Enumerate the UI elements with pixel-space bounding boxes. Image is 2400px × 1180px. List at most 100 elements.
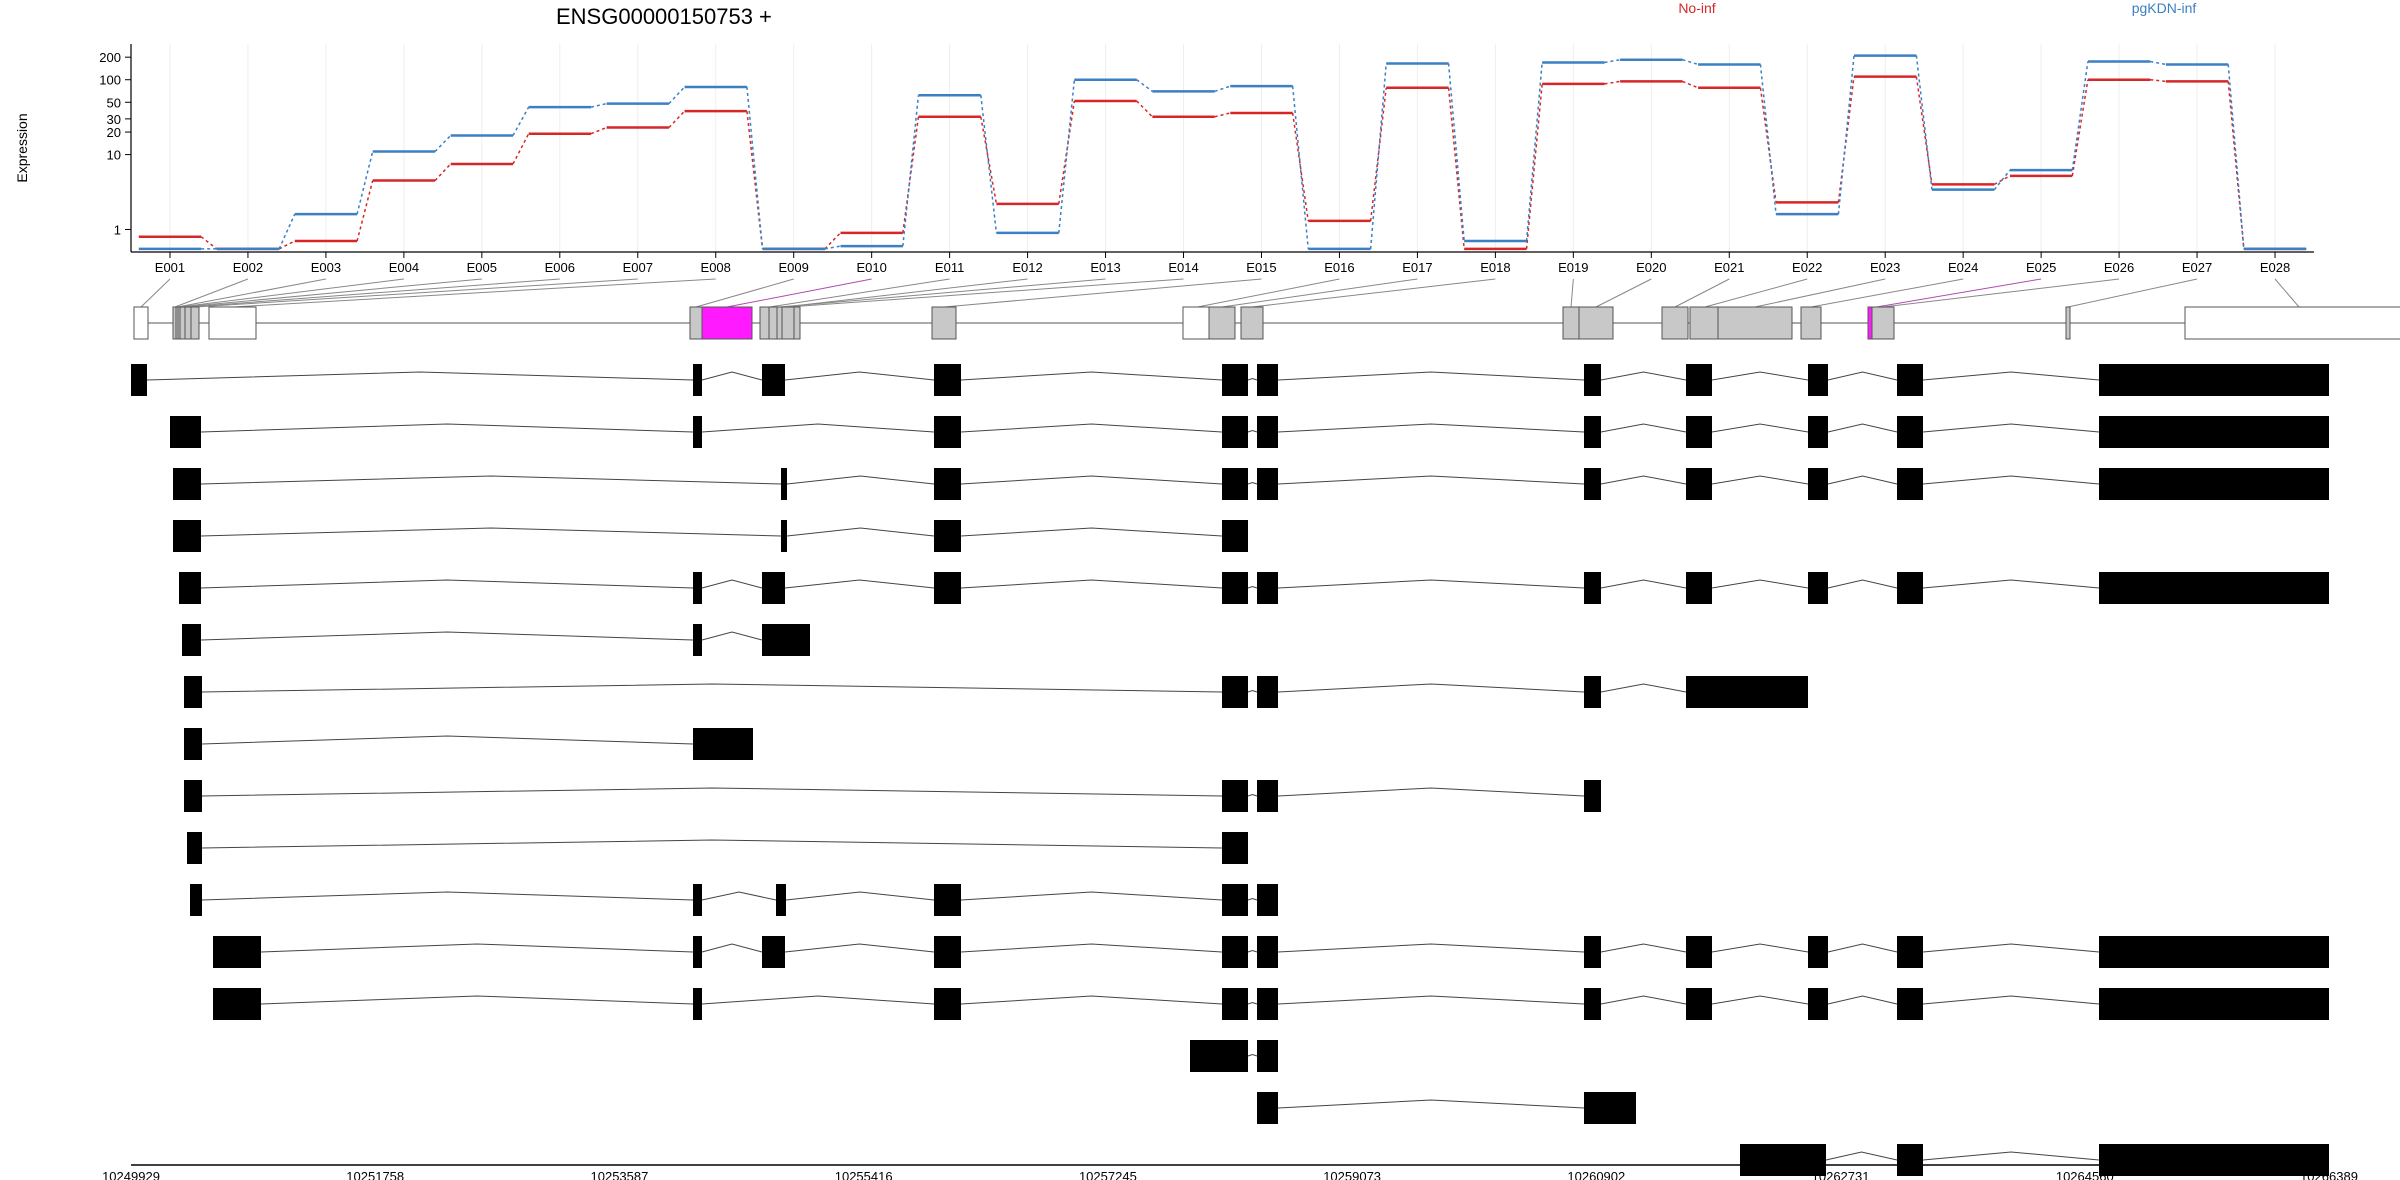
transcript-10 [187,832,1248,864]
transcript-11-intron-3 [960,891,1223,901]
connector-E012 [784,278,1028,308]
transcript-12-exon-7 [1686,936,1712,968]
transcript-9-intron-1 [1247,793,1258,797]
transcript-13 [213,988,2329,1020]
connector-E006 [188,278,560,308]
genomic-tick-label-4: 10257245 [1079,1169,1137,1180]
transcript-16 [1740,1144,2329,1176]
transcript-6-intron-0 [200,631,694,641]
transcript-4-exon-3 [1222,520,1248,552]
transcript-3-exon-8 [1897,468,1923,500]
y-tick-label-100: 100 [99,73,121,88]
transcript-1-intron-5 [1277,371,1585,381]
transcript-3-exon-5 [1584,468,1601,500]
connector-E014 [787,278,1184,308]
transcript-4-intron-1 [786,527,935,537]
exon-label-E011: E011 [935,260,964,275]
series-No-inf [138,75,2307,251]
transcript-3-intron-1 [786,475,935,485]
series-pgKDN-inf-link-24 [2071,61,2089,171]
series-No-inf-link-9 [902,116,920,233]
transcript-13-exon-0 [213,988,261,1020]
series-pgKDN-inf-link-3 [434,134,452,153]
exon-label-E008: E008 [701,260,731,275]
transcript-13-intron-2 [960,995,1223,1005]
transcript-5-exon-1 [693,572,702,604]
exon-label-E025: E025 [2026,260,2056,275]
connector-E022 [1704,278,1808,308]
series-pgKDN-inf-link-13 [1214,85,1231,93]
transcript-13-intron-1 [701,995,935,1005]
exon-label-E006: E006 [545,260,575,275]
series-pgKDN-inf-link-11 [1058,79,1076,233]
connector-E019 [1570,278,1574,308]
transcript-11-intron-2 [785,891,935,901]
series-No-inf-link-4 [512,133,530,165]
exon-connectors [140,278,2300,308]
transcript-2-exon-3 [1222,416,1248,448]
transcript-12-exon-9 [1897,936,1923,968]
transcript-3-exon-4 [1257,468,1278,500]
connector-E027 [2067,278,2198,308]
transcript-5-intron-0 [200,579,694,589]
series-No-inf-link-3 [434,163,452,182]
transcript-2-intron-7 [1827,423,1898,433]
transcript-7-exon-3 [1584,676,1601,708]
connector-E018 [1251,278,1496,308]
gene-model-exon-E027 [2065,306,2071,340]
genomic-tick-label-7: 10262731 [1812,1169,1870,1180]
gene-model [133,306,2400,340]
gene-model-exon-E028 [2184,306,2400,340]
transcript-9-exon-3 [1584,780,1601,812]
transcript-12-exon-6 [1584,936,1601,968]
connector-E002 [174,278,249,308]
transcript-13-intron-6 [1711,995,1809,1005]
transcript-3-exon-2 [934,468,961,500]
transcript-16-exon-0 [1740,1144,1826,1176]
connector-E004 [179,278,404,308]
transcript-3-intron-5 [1600,475,1687,485]
gridlines [169,44,2276,252]
connector-E028 [2274,278,2300,308]
series-No-inf-link-18 [1604,80,1621,85]
transcript-3 [173,468,2329,500]
exon-label-E024: E024 [1948,260,1978,275]
transcript-3-exon-1 [781,468,787,500]
transcript-3-intron-6 [1711,475,1809,485]
series-pgKDN-inf-link-15 [1369,63,1387,249]
transcript-9-exon-1 [1222,780,1248,812]
y-axis-label: Expression [14,113,30,182]
transcript-16-intron-1 [1922,1151,2100,1161]
transcript-12-intron-3 [960,943,1223,953]
transcript-5 [179,572,2329,604]
transcript-12-intron-2 [784,943,935,953]
gene-model-exon-E009 [689,306,703,340]
transcript-16-exon-1 [1897,1144,1923,1176]
genomic-tick-label-5: 10259073 [1323,1169,1381,1180]
transcript-12-exon-10 [2099,936,2329,968]
transcript-15-exon-0 [1257,1092,1278,1124]
transcript-1-intron-3 [960,371,1223,381]
transcript-11-exon-1 [693,884,702,916]
transcript-3-intron-7 [1827,475,1898,485]
transcript-13-intron-8 [1922,995,2100,1005]
series-pgKDN-inf-link-21 [1837,55,1855,215]
transcript-2-exon-2 [934,416,961,448]
series-pgKDN-inf-link-19 [1682,59,1699,66]
exon-label-E004: E004 [389,260,419,275]
transcript-4-exon-0 [173,520,201,552]
transcript-1-intron-8 [1827,371,1898,381]
series-No-inf-link-7 [746,111,764,249]
transcript-11-intron-0 [201,891,694,901]
series-pgKDN-inf-link-18 [1604,58,1621,64]
transcript-7-exon-2 [1257,676,1278,708]
transcript-7-intron-0 [201,683,1223,693]
series-pgKDN-inf-link-22 [1915,55,1933,190]
series-No-inf-link-2 [356,180,374,242]
transcript-1 [131,364,2329,396]
genomic-tick-label-1: 10251758 [346,1169,404,1180]
transcript-1-exon-6 [1584,364,1601,396]
connector-E011 [769,278,950,308]
connector-E009 [695,278,794,308]
series-No-inf-link-16 [1447,87,1465,249]
